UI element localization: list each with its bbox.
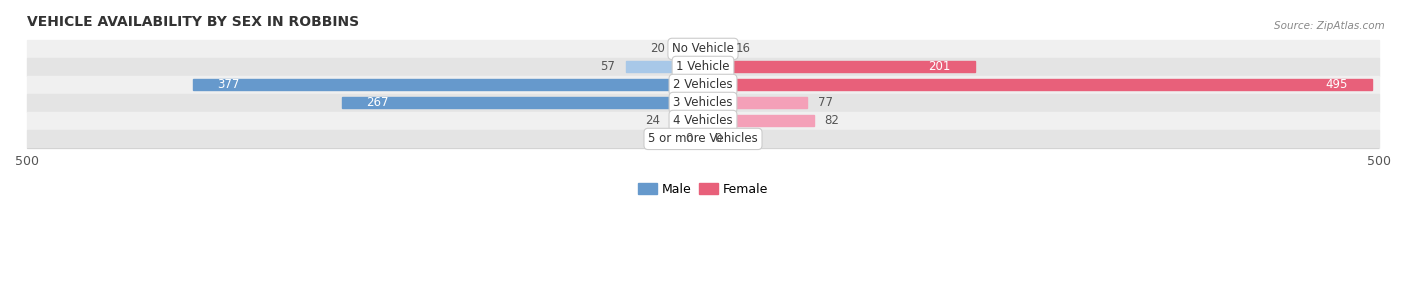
Bar [27,76,1379,94]
Text: No Vehicle: No Vehicle [672,42,734,56]
Bar [703,115,814,127]
Bar [27,130,1379,148]
Bar [703,97,807,109]
Text: 3 Vehicles: 3 Vehicles [673,96,733,109]
Text: 201: 201 [928,60,950,74]
Text: 4 Vehicles: 4 Vehicles [673,114,733,127]
Text: 1 Vehicle: 1 Vehicle [676,60,730,74]
Bar [342,97,703,109]
Text: 495: 495 [1326,78,1348,92]
Text: 377: 377 [218,78,240,92]
Bar [703,43,724,55]
Bar [676,43,703,55]
Text: 5 or more Vehicles: 5 or more Vehicles [648,132,758,145]
Legend: Male, Female: Male, Female [633,178,773,201]
Text: 0: 0 [714,132,721,145]
Text: 77: 77 [818,96,832,109]
Bar [27,112,1379,130]
Text: VEHICLE AVAILABILITY BY SEX IN ROBBINS: VEHICLE AVAILABILITY BY SEX IN ROBBINS [27,15,359,29]
Text: 82: 82 [825,114,839,127]
Text: 20: 20 [650,42,665,56]
Bar [27,40,1379,58]
Text: 0: 0 [685,132,692,145]
Text: 57: 57 [600,60,614,74]
Bar [703,79,1372,91]
Bar [626,61,703,73]
Bar [193,79,703,91]
Bar [671,115,703,127]
Text: 16: 16 [735,42,751,56]
Bar [27,94,1379,112]
Text: Source: ZipAtlas.com: Source: ZipAtlas.com [1274,21,1385,31]
Text: 267: 267 [367,96,389,109]
Bar [27,58,1379,76]
Text: 24: 24 [645,114,659,127]
Bar [703,61,974,73]
Text: 2 Vehicles: 2 Vehicles [673,78,733,92]
